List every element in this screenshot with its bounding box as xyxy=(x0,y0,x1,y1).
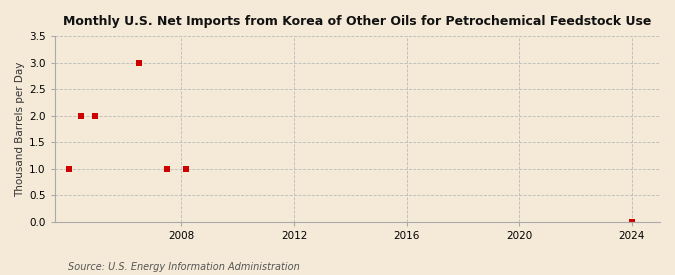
Y-axis label: Thousand Barrels per Day: Thousand Barrels per Day xyxy=(15,61,25,197)
Title: Monthly U.S. Net Imports from Korea of Other Oils for Petrochemical Feedstock Us: Monthly U.S. Net Imports from Korea of O… xyxy=(63,15,651,28)
Text: Source: U.S. Energy Information Administration: Source: U.S. Energy Information Administ… xyxy=(68,262,299,272)
